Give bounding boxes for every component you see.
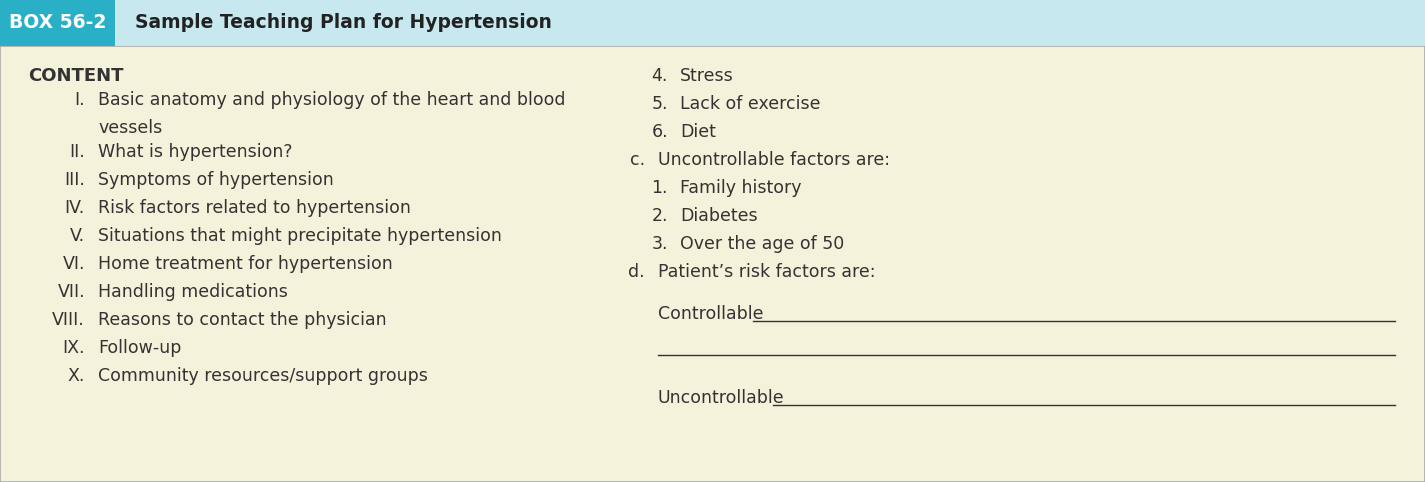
Text: VIII.: VIII. (53, 311, 86, 329)
Text: 3.: 3. (651, 235, 668, 253)
Text: Family history: Family history (680, 179, 801, 197)
Text: Diet: Diet (680, 123, 715, 141)
Text: Symptoms of hypertension: Symptoms of hypertension (98, 171, 333, 189)
Bar (0, 0, 1425, 46)
Text: 4.: 4. (651, 67, 668, 85)
Text: VII.: VII. (57, 283, 86, 301)
Text: Community resources/support groups: Community resources/support groups (98, 367, 427, 385)
Text: Lack of exercise: Lack of exercise (680, 95, 821, 113)
Text: BOX 56-2: BOX 56-2 (9, 13, 107, 32)
Text: Diabetes: Diabetes (680, 207, 758, 225)
Text: III.: III. (64, 171, 86, 189)
Text: 1.: 1. (651, 179, 668, 197)
Text: X.: X. (67, 367, 85, 385)
Text: IX.: IX. (63, 339, 86, 357)
Text: V.: V. (70, 227, 86, 245)
Text: Uncontrollable factors are:: Uncontrollable factors are: (658, 151, 891, 169)
Text: Risk factors related to hypertension: Risk factors related to hypertension (98, 199, 410, 217)
Text: II.: II. (70, 143, 86, 161)
Text: Situations that might precipitate hypertension: Situations that might precipitate hypert… (98, 227, 502, 245)
Text: c.: c. (630, 151, 646, 169)
Text: I.: I. (74, 91, 86, 109)
Text: Patient’s risk factors are:: Patient’s risk factors are: (658, 263, 875, 281)
Text: 2.: 2. (651, 207, 668, 225)
Text: Stress: Stress (680, 67, 734, 85)
Text: vessels: vessels (98, 119, 162, 137)
Text: Over the age of 50: Over the age of 50 (680, 235, 844, 253)
Text: What is hypertension?: What is hypertension? (98, 143, 292, 161)
Text: Home treatment for hypertension: Home treatment for hypertension (98, 255, 393, 273)
Text: d.: d. (628, 263, 646, 281)
Text: Basic anatomy and physiology of the heart and blood: Basic anatomy and physiology of the hear… (98, 91, 566, 109)
Bar (0, 0, 115, 46)
Text: IV.: IV. (64, 199, 86, 217)
Text: 6.: 6. (651, 123, 668, 141)
Text: Reasons to contact the physician: Reasons to contact the physician (98, 311, 386, 329)
Text: Controllable: Controllable (658, 305, 764, 323)
Text: Uncontrollable: Uncontrollable (658, 389, 785, 407)
Text: Sample Teaching Plan for Hypertension: Sample Teaching Plan for Hypertension (135, 13, 551, 32)
Text: Handling medications: Handling medications (98, 283, 288, 301)
Text: CONTENT: CONTENT (28, 67, 124, 85)
Text: 5.: 5. (651, 95, 668, 113)
Text: VI.: VI. (63, 255, 86, 273)
Text: Follow-up: Follow-up (98, 339, 181, 357)
